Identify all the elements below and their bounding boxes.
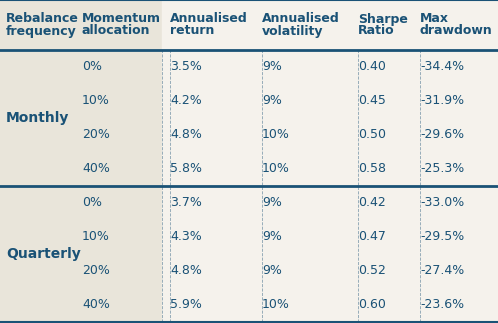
Text: 40%: 40% bbox=[82, 162, 110, 175]
Text: 9%: 9% bbox=[262, 60, 282, 74]
Text: 20%: 20% bbox=[82, 129, 110, 141]
Text: 5.9%: 5.9% bbox=[170, 298, 202, 311]
Text: frequency: frequency bbox=[6, 25, 77, 37]
Text: Annualised: Annualised bbox=[262, 13, 340, 26]
Text: 3.7%: 3.7% bbox=[170, 196, 202, 210]
Text: 0.60: 0.60 bbox=[358, 298, 386, 311]
Text: 4.2%: 4.2% bbox=[170, 95, 202, 108]
Text: 0.47: 0.47 bbox=[358, 231, 386, 244]
Text: -33.0%: -33.0% bbox=[420, 196, 464, 210]
Text: 9%: 9% bbox=[262, 265, 282, 277]
Text: -34.4%: -34.4% bbox=[420, 60, 464, 74]
Text: 4.8%: 4.8% bbox=[170, 129, 202, 141]
Text: 9%: 9% bbox=[262, 196, 282, 210]
Text: 0.50: 0.50 bbox=[358, 129, 386, 141]
Text: Momentum: Momentum bbox=[82, 13, 161, 26]
Text: -27.4%: -27.4% bbox=[420, 265, 464, 277]
Text: 0.52: 0.52 bbox=[358, 265, 386, 277]
Text: Max: Max bbox=[420, 13, 449, 26]
Text: 9%: 9% bbox=[262, 95, 282, 108]
Text: Ratio: Ratio bbox=[358, 25, 394, 37]
Text: 0%: 0% bbox=[82, 196, 102, 210]
Text: 0.45: 0.45 bbox=[358, 95, 386, 108]
Text: 10%: 10% bbox=[82, 95, 110, 108]
Text: 10%: 10% bbox=[82, 231, 110, 244]
Text: drawdown: drawdown bbox=[420, 25, 493, 37]
Text: 3.5%: 3.5% bbox=[170, 60, 202, 74]
Text: 10%: 10% bbox=[262, 162, 290, 175]
Text: -29.6%: -29.6% bbox=[420, 129, 464, 141]
Text: 9%: 9% bbox=[262, 231, 282, 244]
Text: Annualised: Annualised bbox=[170, 13, 248, 26]
Text: 4.8%: 4.8% bbox=[170, 265, 202, 277]
Text: 0.58: 0.58 bbox=[358, 162, 386, 175]
Text: -31.9%: -31.9% bbox=[420, 95, 464, 108]
Text: -25.3%: -25.3% bbox=[420, 162, 464, 175]
Text: 10%: 10% bbox=[262, 129, 290, 141]
Text: 40%: 40% bbox=[82, 298, 110, 311]
Text: 4.3%: 4.3% bbox=[170, 231, 202, 244]
Bar bbox=[162, 0, 498, 323]
Text: -23.6%: -23.6% bbox=[420, 298, 464, 311]
Text: -29.5%: -29.5% bbox=[420, 231, 464, 244]
Text: 5.8%: 5.8% bbox=[170, 162, 202, 175]
Text: Sharpe: Sharpe bbox=[358, 13, 408, 26]
Text: 0%: 0% bbox=[82, 60, 102, 74]
Text: Monthly: Monthly bbox=[6, 111, 69, 125]
Text: return: return bbox=[170, 25, 214, 37]
Text: volatility: volatility bbox=[262, 25, 324, 37]
Text: Rebalance: Rebalance bbox=[6, 13, 79, 26]
Text: Quarterly: Quarterly bbox=[6, 247, 81, 261]
Text: 0.42: 0.42 bbox=[358, 196, 386, 210]
Text: 10%: 10% bbox=[262, 298, 290, 311]
Text: allocation: allocation bbox=[82, 25, 150, 37]
Text: 0.40: 0.40 bbox=[358, 60, 386, 74]
Bar bbox=[0, 0, 162, 323]
Text: 20%: 20% bbox=[82, 265, 110, 277]
